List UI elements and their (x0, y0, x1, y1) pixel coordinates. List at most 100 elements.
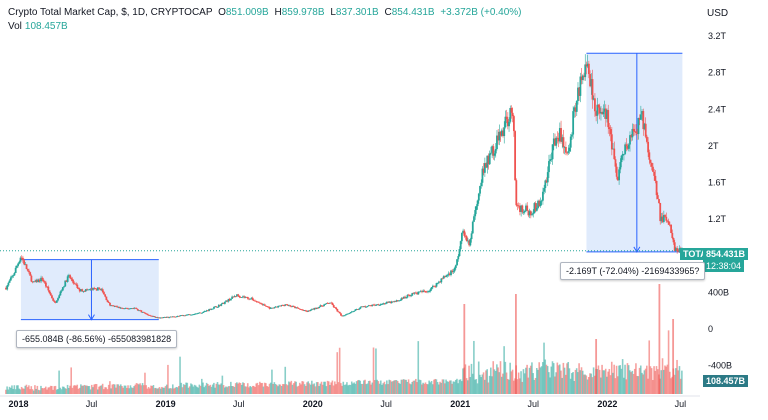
candle-body (297, 308, 300, 309)
candle-body (220, 304, 223, 306)
candle-body (666, 220, 669, 222)
candle-body (563, 146, 566, 148)
volume-bar (87, 386, 89, 394)
candle-body (641, 111, 643, 115)
symbol-title[interactable]: Crypto Total Market Cap, $, 1D, CRYPTOCA… (8, 7, 213, 18)
candle-body (627, 144, 630, 149)
candle-body (649, 159, 652, 163)
candle-body (457, 256, 460, 260)
volume-bar (502, 373, 504, 394)
candle-body (578, 87, 581, 96)
volume-bar (642, 374, 644, 394)
candle-body (561, 137, 564, 142)
volume-bar (334, 381, 336, 394)
candle-body (34, 281, 36, 283)
candle-body (539, 201, 542, 207)
volume-bar (274, 383, 277, 394)
candle-body (279, 305, 282, 307)
candle-body (190, 314, 192, 316)
volume-bar (163, 387, 166, 394)
volume-bar (643, 370, 646, 394)
candle-body (146, 313, 149, 315)
volume-bar (216, 382, 219, 394)
candle-body (231, 296, 234, 299)
candle-body (257, 301, 260, 303)
candle-body (251, 297, 254, 301)
candle-body (515, 180, 518, 206)
candle-body (202, 311, 205, 313)
volume-bar (19, 389, 22, 394)
volume-bar (529, 365, 532, 394)
candle-body (667, 221, 670, 225)
candle-body (22, 257, 24, 261)
volume-bar (71, 387, 74, 394)
candle-body (376, 304, 379, 306)
candle-body (129, 308, 132, 310)
candle-body (454, 265, 457, 268)
candle-body (318, 306, 321, 309)
candle-body (527, 210, 530, 216)
volume-bar (110, 388, 112, 394)
candle-body (562, 137, 565, 148)
volume-bar (283, 384, 285, 394)
candle-body (678, 247, 681, 252)
candle-body (408, 294, 411, 296)
candle-body (268, 307, 271, 309)
currency-label[interactable]: USD (707, 8, 729, 19)
volume-bar (83, 384, 86, 394)
candle-body (440, 278, 443, 283)
volume-bar (207, 383, 209, 394)
volume-bar (527, 377, 530, 394)
candle-body (256, 301, 259, 303)
volume-bar (354, 383, 357, 394)
volume-bar (315, 382, 318, 394)
volume-bar (288, 381, 290, 394)
volume-bar (112, 384, 115, 394)
volume-bar (356, 380, 359, 394)
candle-body (145, 313, 148, 315)
candle-body (491, 146, 494, 153)
volume-bar (603, 370, 606, 394)
volume-bar (483, 379, 486, 394)
candle-body (655, 180, 658, 196)
volume-bar (327, 381, 330, 394)
volume-bar (262, 386, 265, 394)
volume-bar (228, 386, 231, 394)
volume-bar (203, 387, 206, 394)
volume-bar (144, 372, 146, 394)
candle-body (635, 131, 637, 133)
volume-bar (24, 385, 27, 394)
candle-body (618, 169, 621, 181)
candle-body (109, 303, 111, 306)
candle-body (242, 296, 244, 298)
candle-body (566, 152, 569, 154)
volume-bar (119, 384, 122, 394)
candle-body (670, 224, 673, 234)
volume-bar (199, 385, 202, 394)
volume-bar (439, 381, 441, 394)
volume-bar (476, 383, 479, 394)
candle-body (11, 276, 13, 278)
volume-bar (311, 380, 313, 394)
candle-body (543, 188, 546, 192)
volume-bar (193, 384, 196, 394)
candle-body (370, 305, 373, 307)
volume-bar (269, 382, 272, 394)
candle-body (29, 272, 32, 276)
volume-bar (49, 385, 52, 394)
volume-bar (292, 383, 295, 394)
candle-body (340, 313, 342, 316)
candle-body (598, 107, 601, 114)
candle-body (222, 302, 225, 304)
volume-bar (86, 385, 88, 394)
candle-body (158, 317, 161, 319)
volume-bar (76, 384, 79, 394)
volume-bar (135, 383, 138, 394)
candle-body (468, 240, 471, 246)
volume-bar (418, 379, 421, 394)
volume-bar (271, 369, 273, 394)
candle-body (629, 135, 631, 145)
volume-spike (463, 304, 466, 394)
